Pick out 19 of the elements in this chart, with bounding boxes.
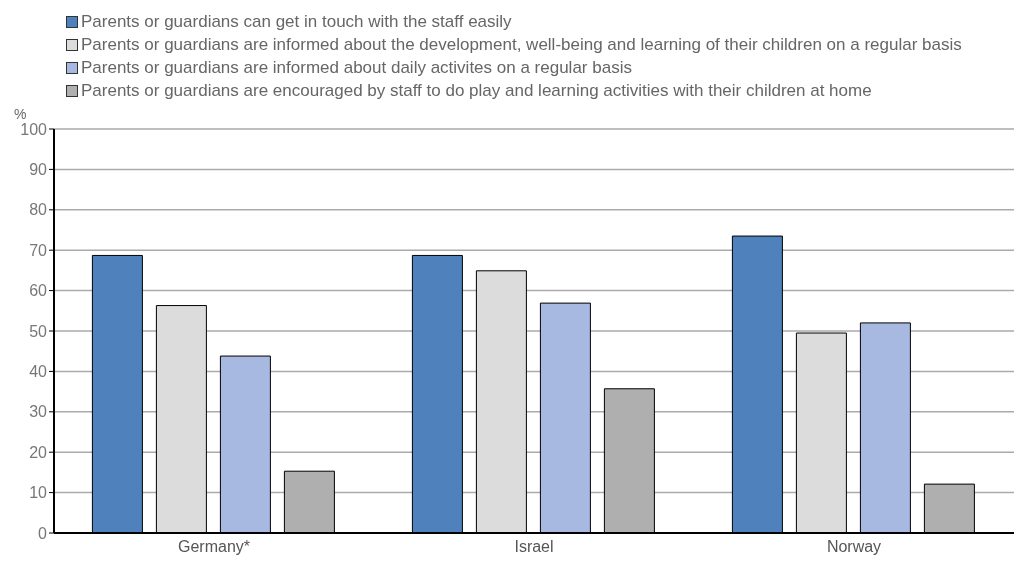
x-tick-label: Germany* bbox=[177, 538, 251, 556]
y-tick-label: 60 bbox=[29, 282, 48, 300]
y-tick-label: 100 bbox=[20, 120, 48, 138]
y-tick-label: 0 bbox=[38, 524, 48, 542]
y-tick-label: 30 bbox=[29, 403, 48, 421]
y-tick-label: 90 bbox=[29, 161, 48, 179]
y-tick-label: 10 bbox=[29, 484, 48, 502]
x-tick-label: Norway bbox=[826, 538, 882, 556]
legend-label: Parents or guardians are informed about the development, well-being and learning of their children on a regular basis bbox=[81, 34, 962, 55]
legend-label: Parents or guardians are informed about daily activites on a regular basis bbox=[81, 57, 632, 78]
y-tick-label: 80 bbox=[29, 201, 48, 219]
y-tick-label: 70 bbox=[29, 241, 48, 259]
legend-label: Parents or guardians are encouraged by staff to do play and learning activities with their children at home bbox=[81, 80, 872, 101]
legend-label: Parents or guardians can get in touch with the staff easily bbox=[81, 11, 512, 32]
y-tick-label: 50 bbox=[29, 322, 48, 340]
x-tick-label: Israel bbox=[514, 538, 554, 556]
y-tick-label: 40 bbox=[29, 363, 48, 381]
y-tick-label: 20 bbox=[29, 443, 48, 461]
y-axis-title: % bbox=[14, 106, 27, 122]
